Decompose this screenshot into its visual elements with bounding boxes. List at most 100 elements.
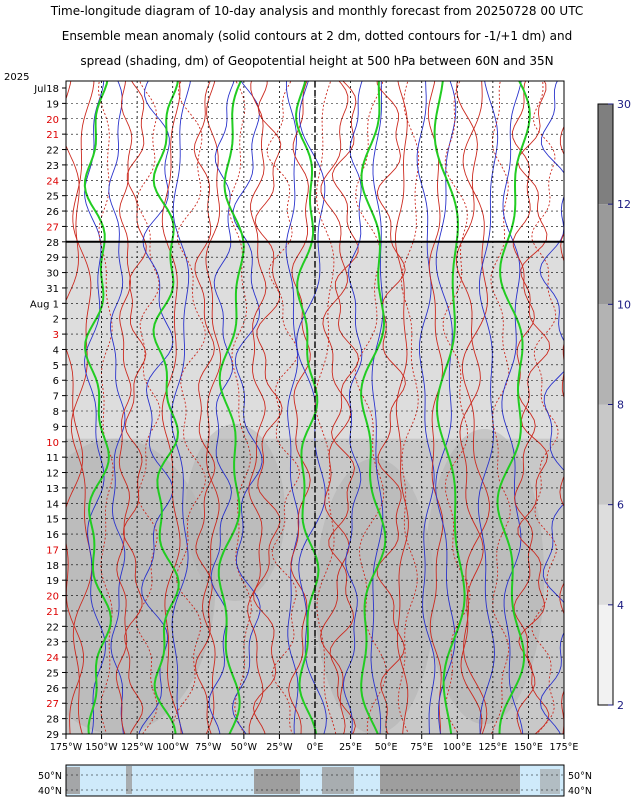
anomaly-contour-layer	[66, 81, 564, 734]
contour-line	[135, 81, 161, 734]
contour-line	[461, 81, 490, 734]
y-tick-label: 4	[53, 345, 59, 356]
colorbar-swatch	[598, 404, 613, 505]
colorbar-swatch	[598, 604, 613, 705]
contour-line	[442, 81, 471, 734]
contour-line	[376, 81, 406, 734]
y-tick-label: 25	[46, 668, 59, 679]
contour-line	[122, 81, 147, 734]
x-tick-label: 150°W	[85, 742, 118, 753]
map-frame	[65, 764, 565, 797]
contour-line	[360, 81, 387, 734]
y-tick-label: 23	[46, 638, 59, 649]
contour-line	[228, 81, 252, 734]
y-tick-label: 28	[46, 238, 59, 249]
y-tick-label: 20	[46, 115, 59, 126]
contour-line	[328, 81, 360, 734]
y-tick-label: 29	[46, 730, 59, 741]
contour-line	[266, 81, 300, 734]
x-tick-label: 125°W	[121, 742, 154, 753]
y-tick-label: 22	[46, 146, 59, 157]
contour-line	[83, 81, 112, 734]
latitude-band-map: 50°N 50°N 40°N 40°N	[38, 764, 592, 797]
map-lat-label-right: 50°N	[568, 771, 592, 782]
y-tick-label: 21	[46, 607, 59, 618]
y-tick-label: Aug 1	[30, 299, 59, 310]
colorbar-swatch	[598, 104, 613, 205]
x-tick-label: 125°E	[478, 742, 507, 753]
y-tick-label: 27	[46, 699, 59, 710]
colorbar-tick-label: 6	[617, 499, 624, 512]
chart-title-line-2: Ensemble mean anomaly (solid contours at…	[61, 29, 573, 43]
y-tick-label: 18	[46, 561, 59, 572]
y-tick-label: Jul18	[33, 84, 59, 95]
y-tick-label: 19	[46, 99, 59, 110]
colorbar-swatch	[598, 304, 613, 405]
y-tick-label: 7	[53, 392, 59, 403]
x-tick-label: 175°E	[550, 742, 579, 753]
y-tick-label: 31	[46, 284, 59, 295]
map-land	[540, 769, 560, 794]
x-tick-label: 0°E	[307, 742, 324, 753]
map-lat-label-left: 40°N	[38, 786, 62, 797]
colorbar-swatch	[598, 204, 613, 305]
y-tick-label: 14	[46, 499, 59, 510]
contour-line	[217, 81, 245, 734]
y-tick-label: 26	[46, 684, 59, 695]
colorbar-tick-label: 8	[617, 399, 624, 412]
spread-shade-region	[424, 428, 545, 725]
y-tick-label: 27	[46, 222, 59, 233]
x-tick-label: 100°E	[443, 742, 472, 753]
contour-line	[490, 81, 511, 734]
y-tick-label: 2	[53, 315, 59, 326]
y-tick-label: 23	[46, 161, 59, 172]
contour-line	[314, 81, 337, 734]
spread-colorbar: 2 4 6 8 10 12 30	[597, 98, 631, 712]
x-tick-label: 50°E	[375, 742, 398, 753]
contour-line	[354, 81, 387, 734]
x-tick-label: 150°E	[514, 742, 543, 753]
y-tick-label: 15	[46, 515, 59, 526]
y-tick-label: 3	[53, 330, 59, 341]
colorbar-tick-label: 12	[617, 198, 631, 211]
contour-line	[370, 81, 384, 734]
x-tick-label: 50°W	[231, 742, 258, 753]
grid-layer	[66, 81, 564, 734]
y-tick-label: 21	[46, 130, 59, 141]
contour-line	[517, 81, 551, 734]
y-tick-label: 24	[46, 176, 59, 187]
contour-line	[247, 81, 267, 734]
y-tick-label: 17	[46, 545, 59, 556]
y-tick-label: 12	[46, 469, 59, 480]
contour-line	[496, 81, 531, 734]
y-tick-label: 5	[53, 361, 59, 372]
contour-line	[70, 81, 95, 734]
map-lat-label-right: 40°N	[568, 786, 592, 797]
y-tick-label: 9	[53, 422, 59, 433]
contour-line	[66, 81, 85, 734]
y-tick-label: 11	[46, 453, 59, 464]
map-land	[66, 767, 80, 794]
colorbar-tick-label: 4	[617, 599, 624, 612]
y-tick-label: 22	[46, 622, 59, 633]
x-tick-label: 75°E	[410, 742, 433, 753]
contour-line	[416, 81, 436, 734]
y-tick-label: 25	[46, 192, 59, 203]
x-tick-label: 100°W	[157, 742, 190, 753]
map-land	[380, 765, 520, 794]
y-tick-label: 19	[46, 576, 59, 587]
y-tick-label: 6	[53, 376, 59, 387]
y-tick-label: 24	[46, 653, 59, 664]
y-tick-label: 20	[46, 592, 59, 603]
map-land	[126, 766, 132, 794]
chart-title-line-3: spread (shading, dm) of Geopotential hei…	[80, 54, 554, 68]
map-land	[322, 767, 354, 794]
map-lat-label-left: 50°N	[38, 771, 62, 782]
y-tick-label: 28	[46, 715, 59, 726]
y-axis-year-label: 2025	[4, 72, 29, 83]
chart-title-line-1: Time-longitude diagram of 10-day analysi…	[50, 4, 584, 18]
y-tick-label: 8	[53, 407, 59, 418]
colorbar-tick-label: 30	[617, 98, 631, 111]
